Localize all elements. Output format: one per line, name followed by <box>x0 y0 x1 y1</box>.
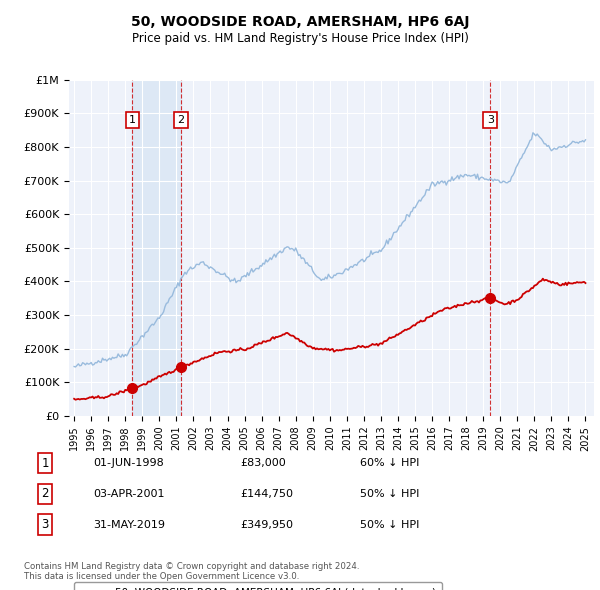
Text: 50% ↓ HPI: 50% ↓ HPI <box>360 520 419 529</box>
Text: 1: 1 <box>41 457 49 470</box>
Text: 2: 2 <box>177 115 184 125</box>
Text: £83,000: £83,000 <box>240 458 286 468</box>
Text: 03-APR-2001: 03-APR-2001 <box>93 489 164 499</box>
Text: 1: 1 <box>129 115 136 125</box>
Text: 3: 3 <box>487 115 494 125</box>
Legend: 50, WOODSIDE ROAD, AMERSHAM, HP6 6AJ (detached house), HPI: Average price, detac: 50, WOODSIDE ROAD, AMERSHAM, HP6 6AJ (de… <box>74 582 442 590</box>
Text: £144,750: £144,750 <box>240 489 293 499</box>
Text: Price paid vs. HM Land Registry's House Price Index (HPI): Price paid vs. HM Land Registry's House … <box>131 32 469 45</box>
Text: 60% ↓ HPI: 60% ↓ HPI <box>360 458 419 468</box>
Text: 01-JUN-1998: 01-JUN-1998 <box>93 458 164 468</box>
Text: 31-MAY-2019: 31-MAY-2019 <box>93 520 165 529</box>
Text: 2: 2 <box>41 487 49 500</box>
Text: Contains HM Land Registry data © Crown copyright and database right 2024.
This d: Contains HM Land Registry data © Crown c… <box>24 562 359 581</box>
Text: 3: 3 <box>41 518 49 531</box>
Text: 50, WOODSIDE ROAD, AMERSHAM, HP6 6AJ: 50, WOODSIDE ROAD, AMERSHAM, HP6 6AJ <box>131 15 469 29</box>
Text: £349,950: £349,950 <box>240 520 293 529</box>
Bar <box>133 80 181 416</box>
Text: 50% ↓ HPI: 50% ↓ HPI <box>360 489 419 499</box>
